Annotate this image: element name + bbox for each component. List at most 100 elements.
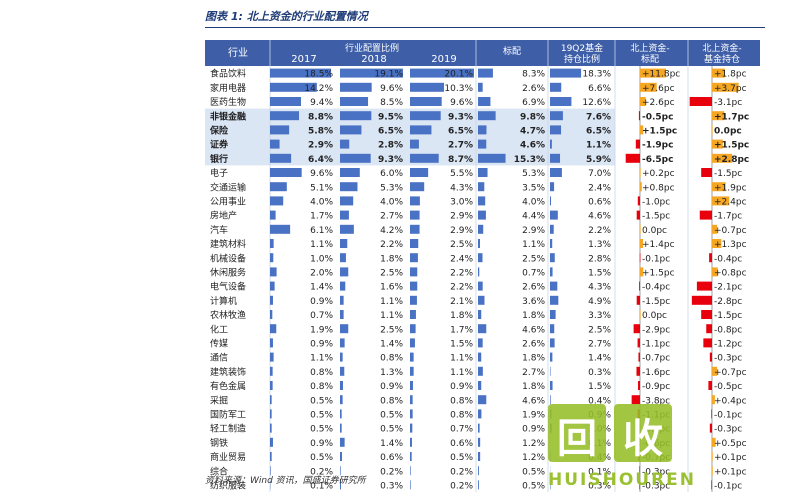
diff-bar-vs_bench [639,253,641,263]
bar-y2019 [410,423,413,433]
diff-bar-vs_fund [712,182,726,192]
bar-y2018 [340,153,371,163]
value-fund: 2.7% [588,340,611,350]
diff-label-vs_bench: -0.2pc [642,425,670,435]
bar-y2019 [410,409,413,419]
diff-bar-vs_bench [640,68,666,78]
diff-bar-vs_bench [640,168,641,177]
bar-fund [550,182,555,192]
diff-label-vs_fund: -0.5pc [714,382,742,392]
value-fund: 3.3% [588,311,611,321]
diff-label-vs_bench: +7.6pc [642,84,675,94]
value-y2018: 2.2% [380,240,403,250]
value-benchmark: 2.6% [522,283,545,293]
diff-bar-vs_bench [633,324,640,334]
bar-y2017 [270,253,274,263]
value-y2019: 0.2% [450,467,473,477]
bar-y2017 [270,239,274,248]
diff-bar-vs_fund [712,366,718,376]
diff-label-vs_bench: -1.6pc [642,368,670,378]
value-y2018: 0.8% [380,354,403,364]
bar-benchmark [478,437,481,447]
bar-fund [550,125,562,135]
value-benchmark: 2.5% [522,254,545,264]
diff-label-vs_bench: -1.0pc [642,198,670,208]
row-label: 通信 [210,352,228,364]
bar-y2017 [270,295,273,305]
bar-y2018 [340,253,346,263]
diff-label-vs_fund: -1.5pc [714,311,742,321]
header-fund-line2: 持仓比例 [564,53,600,65]
value-benchmark: 4.6% [522,396,545,406]
diff-label-vs_fund: +0.4pc [714,396,747,406]
bar-y2019 [410,295,417,305]
bar-fund [550,97,572,106]
bar-y2018 [340,125,362,135]
diff-bar-vs_fund [712,224,718,234]
bar-y2017 [270,366,273,376]
value-benchmark: 4.6% [520,141,545,151]
bar-y2019 [410,224,420,234]
diff-bar-vs_fund [708,381,712,390]
diff-label-vs_bench: 0.0pc [642,226,667,236]
value-y2019: 2.9% [450,212,473,222]
row-label: 建筑材料 [210,238,246,250]
bar-benchmark [478,224,484,234]
diff-bar-vs_bench [638,452,640,461]
bar-benchmark [478,168,488,177]
bar-y2018 [340,111,372,121]
value-y2017: 0.5% [310,425,333,435]
row-label: 采掘 [210,394,228,406]
value-fund: 1.5% [588,269,611,279]
diff-bar-vs_bench [637,196,640,206]
diff-bar-vs_bench [625,153,640,163]
bar-y2017 [270,281,275,291]
bar-benchmark [478,452,481,461]
bar-y2017 [270,423,272,433]
bar-benchmark [478,466,479,476]
bar-fund [550,253,555,263]
diff-bar-vs_fund [712,239,722,248]
diff-bar-vs_bench [637,409,640,419]
row-label: 机械设备 [210,252,246,264]
diff-label-vs_fund: +1.7pc [714,112,749,122]
bar-y2017 [270,267,277,277]
value-y2018: 0.3% [380,482,403,492]
bar-y2017 [270,437,273,447]
value-benchmark: 1.8% [522,311,545,321]
diff-label-vs_fund: +1.8pc [714,70,747,80]
diff-bar-vs_bench [631,395,640,405]
diff-bar-vs_fund [709,352,712,362]
diff-label-vs_bench: +1.5pc [642,269,675,279]
diff-label-vs_bench: -2.9pc [642,325,670,335]
value-y2017: 0.9% [310,439,333,449]
bar-benchmark [478,68,493,78]
value-y2018: 2.7% [380,212,403,222]
diff-bar-vs_bench [638,437,640,447]
diff-label-vs_bench: +0.8pc [642,183,675,193]
value-y2019: 1.5% [450,340,473,350]
value-benchmark: 2.6% [522,84,545,94]
diff-label-vs_fund: +3.7pc [714,84,747,94]
value-y2017: 0.5% [310,396,333,406]
bar-fund [550,310,556,319]
bar-benchmark [478,82,483,92]
bar-y2019 [410,111,441,121]
row-label: 银行 [210,153,228,165]
value-y2017: 0.2% [310,467,333,477]
diff-bar-vs_fund [712,82,739,92]
bar-fund [550,267,553,277]
value-y2017: 0.8% [310,368,333,378]
value-benchmark: 1.8% [522,354,545,364]
diff-bar-vs_fund [712,111,725,121]
bar-fund [550,82,562,92]
diff-bar-vs_bench [639,281,640,291]
value-benchmark: 0.9% [522,425,545,435]
value-y2017: 0.9% [310,340,333,350]
diff-label-vs_bench: -3.8pc [642,396,670,406]
value-y2019: 10.3% [444,84,473,94]
value-y2018: 0.9% [380,382,403,392]
bar-y2019 [410,68,474,78]
bar-y2019 [410,381,413,390]
bar-y2019 [410,310,416,319]
